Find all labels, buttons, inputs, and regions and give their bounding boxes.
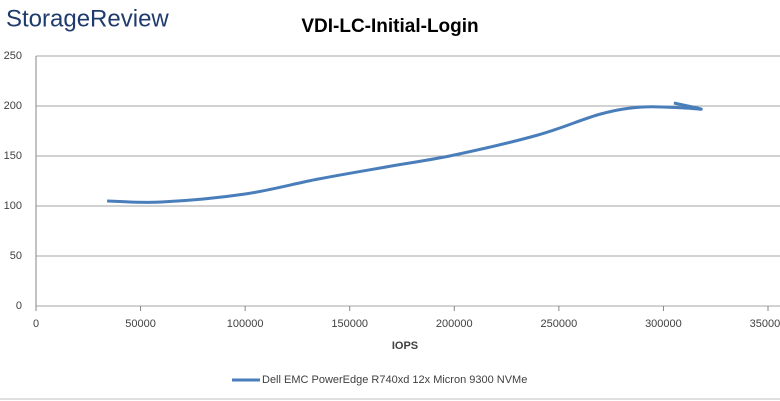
y-tick-label: 150 xyxy=(4,150,22,162)
brand-logo: StorageReview xyxy=(6,5,169,32)
x-tick-label: 50000 xyxy=(125,318,156,330)
x-tick-label: 0 xyxy=(33,318,39,330)
x-tick-label: 200000 xyxy=(436,318,473,330)
y-tick-label: 0 xyxy=(16,300,22,312)
y-tick-label: 100 xyxy=(4,200,22,212)
y-tick-label: 50 xyxy=(10,250,22,262)
x-tick-label: 300000 xyxy=(645,318,682,330)
x-tick-label: 100000 xyxy=(227,318,264,330)
x-axis-label: IOPS xyxy=(392,340,418,352)
x-tick-label: 150000 xyxy=(331,318,368,330)
y-tick-label: 200 xyxy=(4,100,22,112)
x-tick-label: 250000 xyxy=(540,318,577,330)
x-tick-label: 350000 xyxy=(750,318,780,330)
data-line xyxy=(107,101,703,204)
legend-label: Dell EMC PowerEdge R740xd 12x Micron 930… xyxy=(262,374,527,386)
y-tick-label: 250 xyxy=(4,50,22,62)
chart-title: VDI-LC-Initial-Login xyxy=(301,16,478,37)
